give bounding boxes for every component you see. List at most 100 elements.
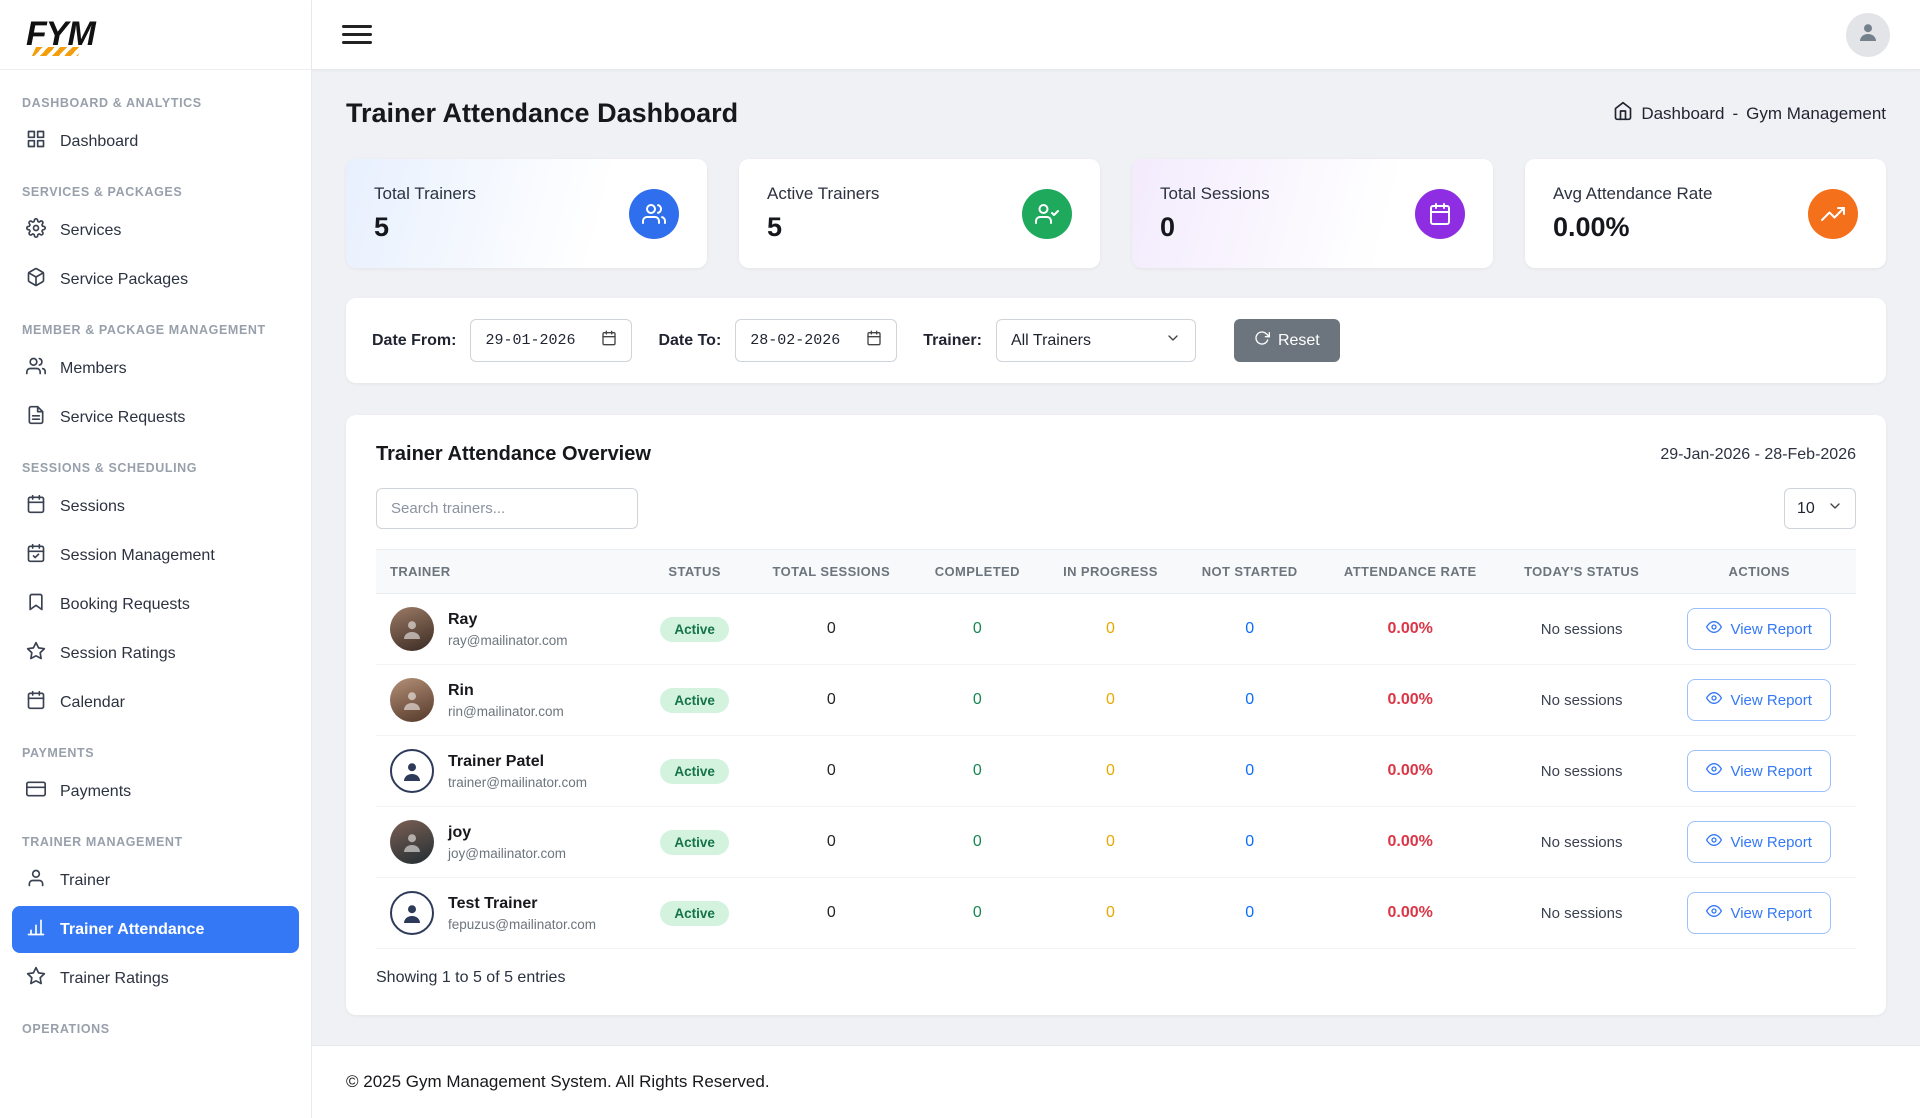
- stat-label: Total Sessions: [1160, 184, 1270, 203]
- sidebar-item-members[interactable]: Members: [12, 345, 299, 392]
- calendar-icon: [26, 690, 46, 715]
- trainer-email: trainer@mailinator.com: [448, 774, 588, 790]
- completed-value: 0: [913, 877, 1042, 949]
- trainer-select[interactable]: All Trainers: [995, 319, 1196, 362]
- calendar-check-icon: [26, 543, 46, 568]
- date-to-input[interactable]: 28-02-2026: [735, 319, 898, 362]
- sidebar-item-session-management[interactable]: Session Management: [12, 532, 299, 579]
- completed-value: 0: [913, 593, 1042, 665]
- credit-card-icon: [26, 779, 47, 804]
- sidebar-item-session-ratings[interactable]: Session Ratings: [12, 630, 299, 677]
- col-trainer: Trainer: [376, 549, 641, 594]
- in-progress-value: 0: [1041, 806, 1180, 878]
- trainer-name: Ray: [448, 611, 478, 629]
- page-head: Trainer Attendance Dashboard Dashboard -…: [346, 98, 1886, 129]
- sidebar-item-label: Trainer: [60, 871, 111, 889]
- date-from-input[interactable]: 29-01-2026: [470, 319, 633, 362]
- sidebar-item-trainer-attendance[interactable]: Trainer Attendance: [12, 906, 299, 953]
- view-report-label: View Report: [1730, 762, 1812, 780]
- col-actions: Actions: [1662, 549, 1856, 594]
- chart-icon: [1808, 188, 1858, 239]
- nav-section-header: SERVICES & PACKAGES: [22, 185, 183, 199]
- total-sessions-value: 0: [749, 664, 914, 736]
- logo-area: FYM: [0, 0, 311, 70]
- sidebar-item-service-requests[interactable]: Service Requests: [12, 394, 299, 441]
- col-completed: Completed: [913, 549, 1042, 594]
- sidebar-item-label: Services: [60, 221, 122, 239]
- trainer-name: joy: [448, 824, 472, 842]
- main-column: Trainer Attendance Dashboard Dashboard -…: [312, 0, 1920, 1118]
- stat-card-avg-attendance: Avg Attendance Rate 0.00%: [1525, 159, 1886, 268]
- sidebar-item-dashboard[interactable]: Dashboard: [12, 118, 299, 165]
- sidebar-item-label: Payments: [60, 782, 132, 800]
- view-report-button[interactable]: View Report: [1687, 608, 1831, 650]
- not-started-value: 0: [1179, 806, 1320, 878]
- nav-section-header: PAYMENTS: [22, 746, 95, 760]
- trainer-email: fepuzus@mailinator.com: [448, 916, 597, 932]
- page-size-value: 10: [1797, 499, 1815, 517]
- table-tools: 10: [376, 488, 1856, 529]
- view-report-label: View Report: [1730, 904, 1812, 922]
- users-icon: [629, 188, 679, 239]
- table-date-range: 29-Jan-2026 - 28-Feb-2026: [1660, 445, 1856, 463]
- breadcrumb-home[interactable]: Dashboard: [1641, 103, 1725, 123]
- attendance-rate-value: 0.00%: [1319, 593, 1501, 665]
- sidebar-item-calendar[interactable]: Calendar: [12, 679, 299, 726]
- view-report-button[interactable]: View Report: [1687, 821, 1831, 863]
- showing-entries: Showing 1 to 5 of 5 entries: [376, 969, 566, 986]
- breadcrumb-separator: -: [1732, 103, 1739, 123]
- grid-icon: [26, 129, 46, 154]
- not-started-value: 0: [1179, 664, 1320, 736]
- sidebar-item-services[interactable]: Services: [12, 207, 299, 254]
- total-sessions-value: 0: [749, 806, 914, 878]
- eye-icon: [1706, 761, 1723, 781]
- sidebar-item-booking-requests[interactable]: Booking Requests: [12, 581, 299, 628]
- page-size-select[interactable]: 10: [1784, 488, 1856, 529]
- view-report-label: View Report: [1730, 691, 1812, 709]
- search-input[interactable]: [376, 488, 638, 529]
- sidebar-item-label: Dashboard: [60, 132, 139, 150]
- completed-value: 0: [913, 735, 1042, 807]
- todays-status-value: No sessions: [1500, 877, 1663, 949]
- trainer-email: rin@mailinator.com: [448, 703, 564, 719]
- view-report-button[interactable]: View Report: [1687, 679, 1831, 721]
- view-report-button[interactable]: View Report: [1687, 892, 1831, 934]
- sidebar-item-label: Session Ratings: [60, 644, 176, 662]
- todays-status-value: No sessions: [1500, 664, 1663, 736]
- sidebar-item-trainer[interactable]: Trainer: [12, 857, 299, 904]
- calendar-icon: [26, 494, 46, 519]
- menu-icon[interactable]: [342, 20, 372, 50]
- user-avatar[interactable]: [1846, 12, 1890, 57]
- sidebar-item-service-packages[interactable]: Service Packages: [12, 256, 299, 303]
- stat-value: 5: [767, 212, 783, 242]
- table-row: joy joy@mailinator.com Active 0 0 0 0 0.…: [376, 806, 1856, 878]
- status-badge: Active: [660, 758, 729, 784]
- calendar-icon: [1415, 188, 1465, 239]
- topbar: [312, 0, 1920, 70]
- star-icon: [26, 966, 46, 991]
- in-progress-value: 0: [1041, 877, 1180, 949]
- completed-value: 0: [913, 806, 1042, 878]
- in-progress-value: 0: [1041, 664, 1180, 736]
- sidebar-item-trainer-ratings[interactable]: Trainer Ratings: [12, 955, 299, 1002]
- trainer-avatar: [390, 891, 434, 935]
- calendar-icon: [601, 330, 617, 351]
- date-from-label: Date From:: [372, 331, 457, 349]
- col-total-sessions: Total Sessions: [749, 549, 914, 594]
- eye-icon: [1706, 619, 1723, 639]
- chevron-down-icon: [1165, 330, 1181, 351]
- completed-value: 0: [913, 664, 1042, 736]
- sidebar-item-payments[interactable]: Payments: [12, 768, 299, 815]
- nav-section-header: TRAINER MANAGEMENT: [22, 835, 183, 849]
- in-progress-value: 0: [1041, 735, 1180, 807]
- total-sessions-value: 0: [749, 877, 914, 949]
- view-report-button[interactable]: View Report: [1687, 750, 1831, 792]
- table-head-row: Trainer Attendance Overview 29-Jan-2026 …: [376, 443, 1856, 466]
- sidebar-item-sessions[interactable]: Sessions: [12, 483, 299, 530]
- trainer-name: Trainer Patel: [448, 753, 545, 771]
- table-row: Test Trainer fepuzus@mailinator.com Acti…: [376, 877, 1856, 949]
- trainer-avatar: [390, 749, 434, 793]
- reset-button[interactable]: Reset: [1233, 319, 1340, 362]
- person-icon: [1856, 20, 1880, 49]
- status-badge: Active: [660, 687, 729, 713]
